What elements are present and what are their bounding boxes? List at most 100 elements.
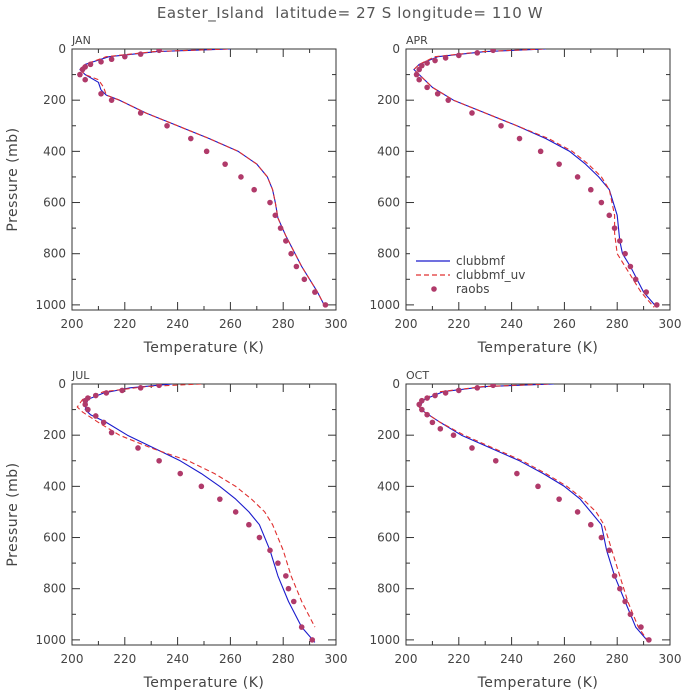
x-tick-label-jul-220: 220 [113, 652, 136, 666]
x-tick-label-jan-260: 260 [219, 317, 242, 331]
raobs-point-oct [556, 496, 562, 502]
raobs-point-jul [290, 598, 297, 605]
x-tick-label-jul-260: 260 [219, 652, 242, 666]
y-tick-label-jan-0: 0 [58, 42, 66, 56]
raobs-point-oct [514, 470, 520, 477]
x-tick-label-apr-240: 240 [500, 317, 523, 331]
raobs-point-oct [429, 419, 436, 426]
x-tick-label-oct-240: 240 [500, 652, 523, 666]
plot-frame-jan [71, 48, 337, 311]
x-tick-label-apr-300: 300 [659, 317, 682, 331]
panel-apr: APR 200 220 240 260 280 300 0 200 400 600 800 1000 Te… [369, 34, 681, 356]
y-tick-label-jul-200: 200 [43, 428, 66, 442]
raobs-point-oct [598, 534, 605, 541]
raobs-point-apr [424, 84, 430, 91]
raobs-point-apr [416, 66, 423, 73]
raobs-point-oct [646, 637, 652, 643]
raobs-point-jul [232, 509, 239, 515]
raobs-point-jul [137, 385, 144, 391]
clubbmf-line-jan [79, 49, 326, 308]
raobs-point-oct [535, 483, 541, 490]
x-tick-label-apr-260: 260 [553, 317, 576, 331]
x-tick-label-jan-240: 240 [166, 317, 189, 331]
x-tick-label-jul-200: 200 [61, 652, 84, 666]
y-tick-label-apr-1000: 1000 [369, 298, 400, 312]
raobs-point-jul [275, 560, 281, 566]
chart-title: Easter_Island latitude= 27 S longitude= … [156, 4, 544, 22]
raobs-point-oct [617, 585, 623, 592]
raobs-point-oct [416, 401, 423, 408]
plot-area-apr [413, 49, 660, 308]
raobs-point-jul [267, 547, 273, 554]
raobs-point-jul [135, 445, 141, 451]
y-axis-label-jan: Pressure (mb) [5, 127, 21, 231]
raobs-point-jan [108, 97, 115, 103]
raobs-point-jul [156, 457, 162, 464]
raobs-point-jan [98, 90, 104, 97]
raobs-point-jul [246, 521, 252, 528]
raobs-point-apr [416, 76, 423, 83]
plot-frame-oct [405, 383, 671, 646]
y-tick-label-oct-400: 400 [377, 479, 400, 493]
raobs-point-oct [606, 547, 613, 554]
raobs-point-jul [256, 534, 263, 541]
raobs-point-oct [424, 395, 430, 401]
raobs-point-oct [474, 385, 481, 391]
raobs-point-jul [283, 573, 289, 579]
raobs-point-apr [442, 55, 449, 61]
raobs-point-jul [198, 483, 205, 490]
raobs-point-jan [238, 174, 244, 180]
raobs-point-jan [203, 148, 210, 155]
raobs-point-apr [617, 238, 623, 244]
y-tick-label-oct-1000: 1000 [369, 633, 400, 647]
raobs-point-apr [456, 52, 462, 59]
raobs-point-jul [298, 624, 305, 630]
y-tick-label-jul-0: 0 [58, 377, 66, 391]
panel-label-apr: APR [406, 34, 428, 47]
raobs-point-oct [588, 521, 594, 528]
raobs-point-apr [622, 250, 628, 257]
y-tick-label-jul-800: 800 [43, 582, 66, 596]
raobs-point-apr [432, 57, 438, 64]
raobs-point-jan [267, 199, 273, 206]
raobs-point-jan [288, 250, 294, 257]
x-axis-label-apr: Temperature (K) [477, 340, 599, 356]
x-axis-label-jan: Temperature (K) [143, 340, 265, 356]
raobs-point-jan [122, 53, 128, 60]
y-tick-label-jan-1000: 1000 [35, 298, 66, 312]
raobs-point-jan [312, 289, 318, 295]
raobs-point-jul [309, 637, 316, 643]
raobs-point-apr [627, 263, 634, 270]
raobs-point-oct [419, 406, 425, 413]
x-tick-label-apr-220: 220 [447, 317, 470, 331]
panel-label-oct: OCT [406, 369, 429, 382]
raobs-point-jan [137, 51, 144, 57]
raobs-point-oct [437, 425, 444, 432]
raobs-point-apr [598, 199, 605, 206]
y-tick-label-jan-200: 200 [43, 93, 66, 107]
raobs-point-jul [156, 384, 162, 389]
x-axis-label-jul: Temperature (K) [143, 675, 265, 691]
clubbmf-uv-line-apr [413, 49, 655, 308]
raobs-point-apr [474, 50, 481, 56]
y-tick-label-apr-400: 400 [377, 144, 400, 158]
panel-label-jul: JUL [71, 369, 90, 382]
raobs-point-jan [251, 186, 257, 193]
clubbmf-uv-line-jul [76, 384, 316, 628]
y-tick-label-apr-800: 800 [377, 247, 400, 261]
raobs-point-jan [79, 66, 86, 73]
raobs-point-jan [301, 276, 308, 283]
raobs-point-apr [469, 110, 475, 116]
raobs-point-jan [188, 135, 194, 142]
raobs-point-oct [432, 392, 438, 399]
raobs-point-oct [611, 573, 618, 579]
raobs-point-oct [456, 387, 462, 394]
raobs-point-jul [82, 397, 88, 404]
x-tick-label-oct-280: 280 [606, 652, 629, 666]
raobs-point-jan [77, 71, 83, 78]
raobs-point-apr [490, 49, 496, 54]
x-tick-label-oct-260: 260 [553, 652, 576, 666]
raobs-point-apr [632, 276, 639, 283]
plot-area-oct [416, 384, 652, 643]
